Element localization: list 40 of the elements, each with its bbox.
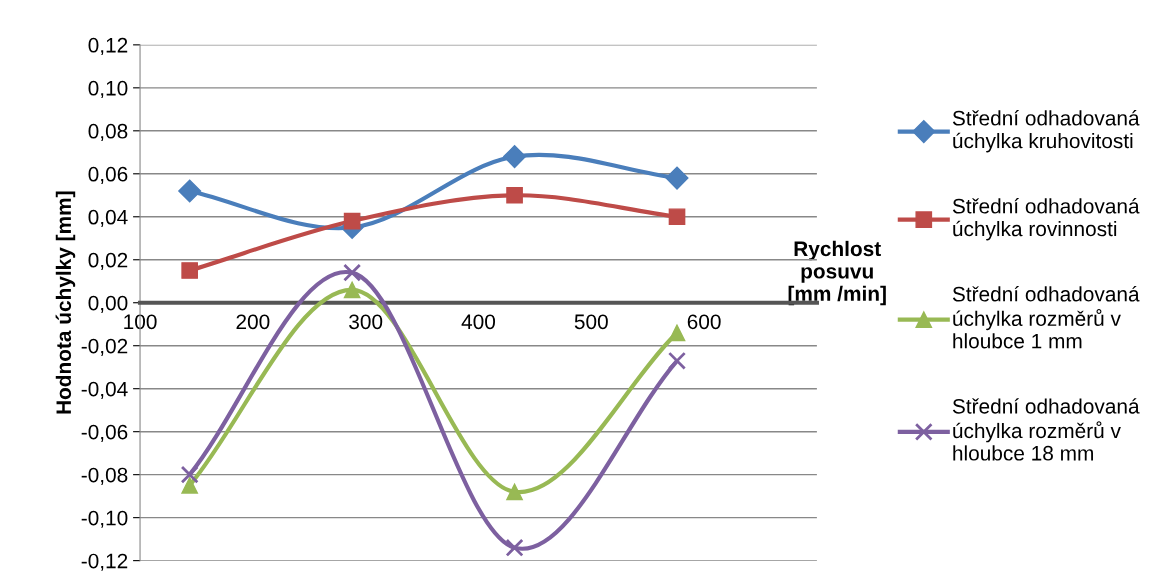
legend-label: Střední odhadovaná úchylka rovinnosti bbox=[952, 198, 1140, 241]
point bbox=[180, 465, 199, 484]
x-tick-label: 300 bbox=[349, 314, 383, 330]
y-tick-label: 0,10 bbox=[88, 80, 128, 99]
point bbox=[668, 324, 686, 342]
x-tick-label: 600 bbox=[687, 314, 721, 330]
y-tick-label: 0,08 bbox=[88, 123, 128, 142]
point bbox=[503, 145, 527, 169]
point bbox=[343, 212, 361, 230]
point bbox=[668, 208, 686, 226]
point bbox=[506, 483, 523, 501]
x-tick-label: 500 bbox=[574, 314, 608, 330]
y-tick-label: 0,12 bbox=[88, 37, 128, 56]
x-tick-label: 100 bbox=[124, 314, 157, 330]
legend-label: Střední odhadovaná úchylka rozměrů v hloubce 1 mm bbox=[952, 285, 1140, 349]
point bbox=[665, 166, 689, 190]
y-tick-label: -0,08 bbox=[81, 467, 128, 485]
y-tick-label: 0,04 bbox=[88, 209, 128, 227]
point bbox=[343, 263, 362, 282]
y-tick-label: -0,10 bbox=[81, 510, 128, 528]
point bbox=[181, 262, 199, 279]
point bbox=[506, 186, 523, 204]
point bbox=[667, 351, 687, 370]
y-tick-label: 0,02 bbox=[88, 252, 128, 270]
legend-label: Střední odhadovaná úchylka kruhovitosti bbox=[952, 110, 1140, 153]
x-tick-label: 400 bbox=[461, 314, 496, 330]
y-tick-label: -0,04 bbox=[81, 381, 128, 399]
legend-label: Střední odhadovaná úchylka rozměrů v hloubce 18 mm bbox=[952, 398, 1140, 461]
y-axis-title: Hodnota úchylky [mm] bbox=[55, 191, 76, 414]
y-tick-label: 0,00 bbox=[88, 295, 128, 313]
y-tick-label: -0,02 bbox=[81, 338, 128, 356]
point bbox=[343, 281, 361, 299]
point bbox=[505, 538, 524, 557]
y-tick-label: -0,06 bbox=[81, 424, 128, 442]
x-tick-label: 200 bbox=[236, 314, 270, 330]
x-axis-title: Rychlost posuvu [mm /min] bbox=[788, 240, 886, 306]
point bbox=[181, 477, 199, 494]
y-tick-label: -0,12 bbox=[81, 553, 128, 571]
y-tick-label: 0,06 bbox=[88, 166, 128, 185]
point bbox=[178, 179, 202, 203]
